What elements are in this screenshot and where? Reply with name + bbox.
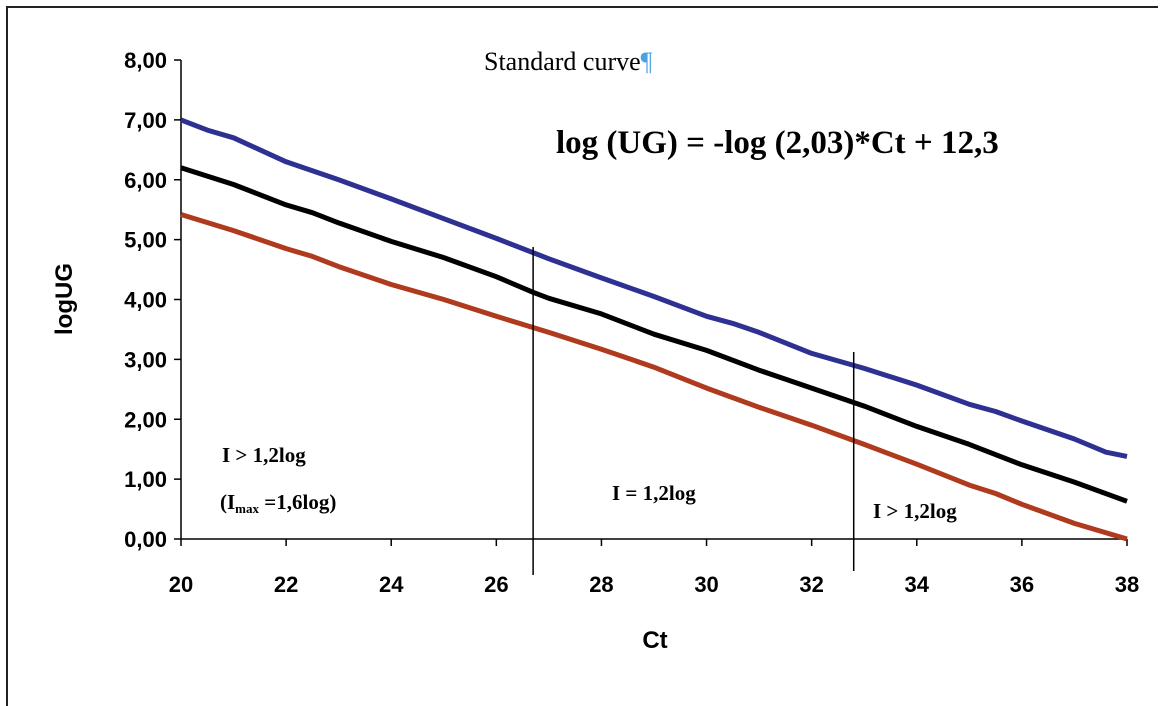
regression-equation: log (UG) = -log (2,03)*Ct + 12,3 (556, 125, 999, 161)
annotation-left-line2: (Imax =1,6log) (220, 490, 336, 516)
annotation-right: I > 1,2log (873, 499, 957, 523)
x-ticks: 20 22 24 26 28 30 32 34 36 38 (169, 539, 1139, 597)
chart-frame (6, 6, 1158, 706)
x-tick-label: 26 (484, 572, 508, 597)
x-tick-label: 24 (379, 572, 404, 597)
x-tick-label: 36 (1010, 572, 1034, 597)
x-tick-label: 38 (1115, 572, 1139, 597)
x-tick-label: 20 (169, 572, 193, 597)
series-line-3 (180, 212, 1128, 542)
pilcrow-mark: ¶ (641, 47, 653, 76)
y-ticks: 0,00 1,00 2,00 3,00 4,00 5,00 6,00 7,00 8,00 (124, 48, 181, 552)
y-tick-label: 8,00 (124, 48, 167, 73)
y-tick-label: 3,00 (124, 347, 167, 372)
annotation-left-line1: I > 1,2log (222, 443, 306, 467)
y-tick-label: 4,00 (124, 288, 167, 313)
annotation-middle: I = 1,2log (612, 481, 696, 505)
standard-curve-chart: Standard curve¶ log (UG) = -log (2,03)*C… (51, 47, 1139, 654)
series-line-1 (180, 117, 1128, 459)
y-tick-label: 7,00 (124, 108, 167, 133)
series-group (180, 117, 1128, 542)
chart-title-text: Standard curve (484, 47, 641, 76)
y-tick-label: 6,00 (124, 168, 167, 193)
annotation-left-rest: =1,6log) (259, 490, 336, 514)
x-tick-label: 32 (799, 572, 823, 597)
annotation-left-open: (I (220, 490, 235, 514)
x-axis-label: Ct (642, 627, 667, 654)
x-tick-label: 30 (694, 572, 718, 597)
x-tick-label: 34 (905, 572, 930, 597)
y-tick-label: 2,00 (124, 407, 167, 432)
region-dividers (532, 247, 855, 575)
y-tick-label: 0,00 (124, 527, 167, 552)
x-tick-label: 22 (274, 572, 298, 597)
y-tick-label: 1,00 (124, 467, 167, 492)
series-line-2 (180, 165, 1128, 504)
annotation-left-sub: max (235, 501, 259, 516)
y-axis-label: logUG (51, 263, 78, 335)
x-tick-label: 28 (589, 572, 613, 597)
chart-title: Standard curve¶ (484, 47, 653, 76)
y-tick-label: 5,00 (124, 228, 167, 253)
